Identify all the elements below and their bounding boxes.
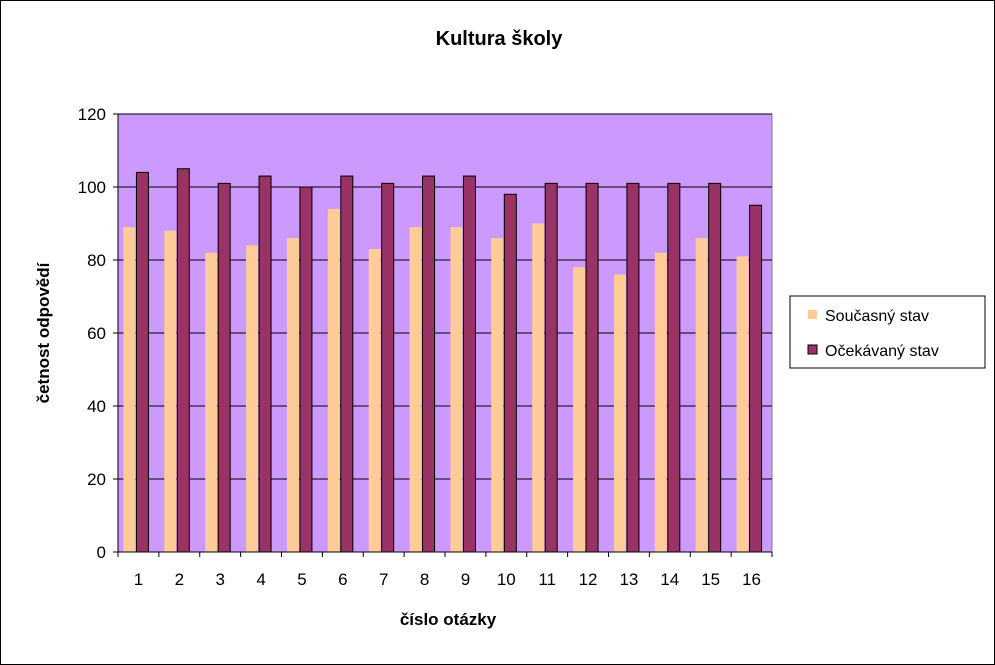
x-tick-label: 8 <box>420 570 429 589</box>
x-axis-title: číslo otázky <box>400 610 497 629</box>
bar-expected-16 <box>749 204 763 553</box>
x-tick-label: 1 <box>134 570 143 589</box>
bar-current-11 <box>532 223 545 552</box>
legend-swatch-current <box>808 310 817 319</box>
bar-expected-4 <box>258 175 272 553</box>
bar-current-15 <box>695 238 708 552</box>
x-tick-label: 15 <box>701 570 720 589</box>
bar-current-9 <box>450 227 463 552</box>
y-tick-label: 60 <box>87 324 106 343</box>
bar-expected-14 <box>667 182 681 553</box>
x-tick-label: 7 <box>379 570 388 589</box>
x-tick-label: 12 <box>579 570 598 589</box>
bar-current-5 <box>286 238 299 552</box>
y-tick-label: 0 <box>97 543 106 562</box>
y-tick-label: 100 <box>78 178 106 197</box>
bar-current-10 <box>491 238 504 552</box>
legend-label-current: Současný stav <box>825 308 929 325</box>
bar-expected-15 <box>708 182 722 553</box>
y-tick-label: 80 <box>87 251 106 270</box>
bar-expected-11 <box>544 182 558 553</box>
y-axis-title: četnost odpovědí <box>34 261 53 403</box>
bar-expected-9 <box>462 175 476 553</box>
bar-expected-13 <box>626 182 640 553</box>
bar-expected-2 <box>176 168 190 553</box>
bar-expected-5 <box>299 186 313 553</box>
x-tick-label: 3 <box>215 570 224 589</box>
x-tick-label: 11 <box>538 570 556 589</box>
bar-expected-8 <box>422 175 436 553</box>
bar-expected-7 <box>381 182 395 553</box>
bar-expected-1 <box>135 171 149 553</box>
bar-current-4 <box>246 245 259 552</box>
x-tick-label: 13 <box>619 570 638 589</box>
legend-label-expected: Očekávaný stav <box>825 343 939 360</box>
x-tick-label: 4 <box>256 570 265 589</box>
axes-group <box>113 113 773 557</box>
bar-current-6 <box>327 208 340 552</box>
bar-expected-3 <box>217 182 231 553</box>
x-tick-labels: 1 2 3 4 5 6 7 8 9 10 11 12 13 14 15 16 <box>134 570 761 589</box>
bar-expected-12 <box>585 182 599 553</box>
x-tick-label: 16 <box>742 570 761 589</box>
legend: Současný stav Očekávaný stav <box>789 295 986 369</box>
bar-current-1 <box>123 227 136 552</box>
bar-current-13 <box>613 274 626 552</box>
bar-current-8 <box>409 227 422 552</box>
bar-expected-10 <box>503 193 517 553</box>
bar-current-12 <box>573 267 586 552</box>
bar-current-14 <box>654 252 667 552</box>
bar-current-16 <box>736 256 749 552</box>
y-tick-labels: 0 20 40 60 80 100 120 <box>78 105 106 562</box>
x-tick-label: 5 <box>297 570 306 589</box>
bar-expected-6 <box>340 175 354 553</box>
x-tick-label: 6 <box>338 570 347 589</box>
y-tick-label: 20 <box>87 470 106 489</box>
legend-box <box>789 295 986 369</box>
bar-current-7 <box>368 249 381 553</box>
y-tick-label: 40 <box>87 397 106 416</box>
bar-current-2 <box>164 230 177 553</box>
y-tick-label: 120 <box>78 105 106 124</box>
bar-current-3 <box>205 252 218 552</box>
x-tick-label: 2 <box>175 570 184 589</box>
x-tick-label: 14 <box>660 570 679 589</box>
chart-title: Kultura školy <box>436 28 564 50</box>
bars-group <box>123 168 763 553</box>
x-tick-label: 10 <box>497 570 516 589</box>
x-tick-label: 9 <box>461 570 470 589</box>
legend-swatch-expected <box>807 344 818 355</box>
